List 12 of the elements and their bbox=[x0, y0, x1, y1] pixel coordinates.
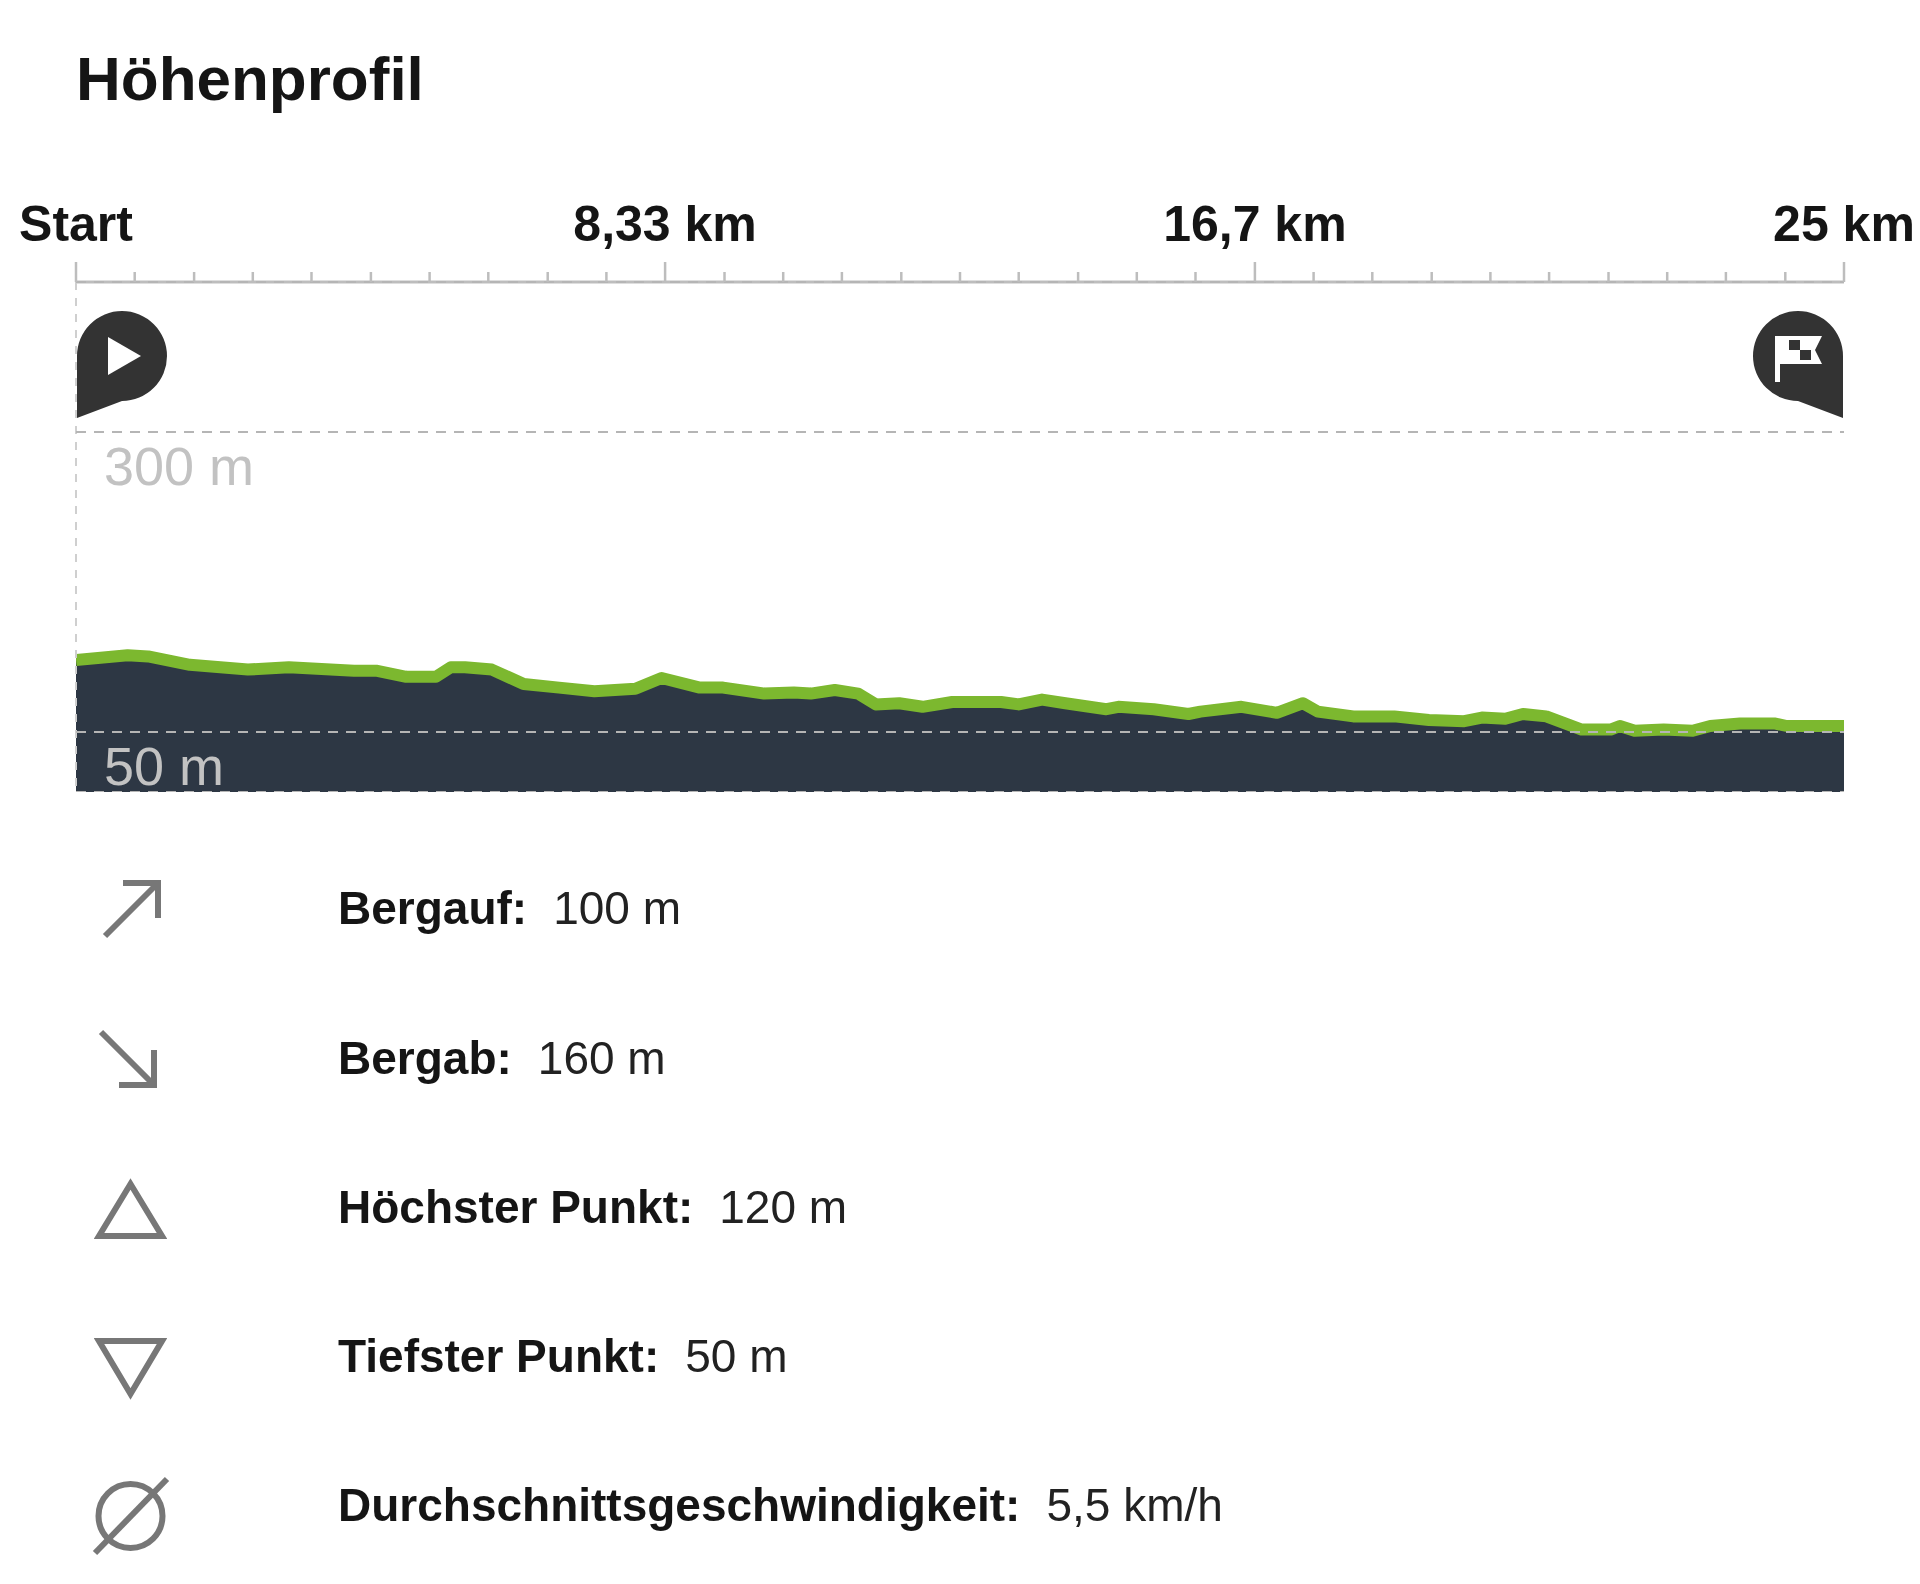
text: Höchster Punkt: 120 m bbox=[338, 1181, 848, 1233]
text: Bergauf: 100 m bbox=[338, 882, 681, 934]
y-tick-label: 50 m bbox=[104, 736, 225, 796]
x-tick-label: 8,33 km bbox=[573, 196, 757, 252]
x-tick-label: 16,7 km bbox=[1163, 196, 1347, 252]
chart-title: Höhenprofil bbox=[76, 44, 424, 113]
x-tick-label: Start bbox=[19, 196, 134, 252]
text: Tiefster Punkt: 50 m bbox=[338, 1330, 788, 1382]
x-tick-label: 25 km bbox=[1773, 196, 1915, 252]
text: Bergab: 160 m bbox=[338, 1032, 666, 1084]
y-tick-label: 300 m bbox=[104, 436, 255, 496]
text: Durchschnittsgeschwindigkeit: 5,5 km/h bbox=[338, 1479, 1223, 1531]
